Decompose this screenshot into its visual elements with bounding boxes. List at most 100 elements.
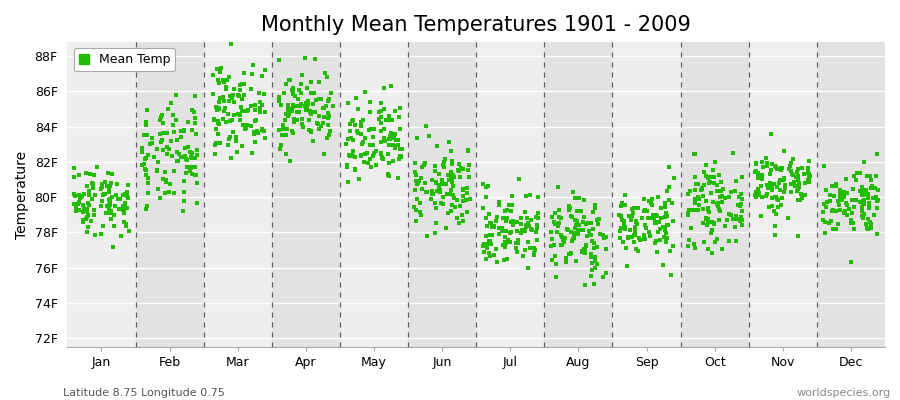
Point (103, 196, 117, 202)
Point (102, 202, 116, 208)
Point (238, 125, 253, 131)
Point (287, 93, 302, 99)
Point (585, 266, 599, 273)
Point (219, 118, 233, 125)
Point (285, 87, 300, 94)
Point (190, 180, 204, 186)
Point (716, 198, 730, 205)
Point (290, 109, 304, 115)
Point (492, 202, 507, 208)
Point (492, 225, 507, 232)
Point (94, 186, 109, 192)
Point (511, 176, 526, 182)
Point (755, 176, 770, 182)
Point (710, 201, 724, 207)
Point (256, 128, 271, 135)
Point (498, 239, 512, 245)
Point (301, 101, 315, 107)
Point (496, 215, 510, 222)
Point (216, 108, 230, 115)
Point (415, 186, 429, 192)
Point (286, 104, 301, 110)
Point (649, 238, 663, 245)
Point (86, 181, 100, 188)
Point (82, 202, 96, 208)
Point (832, 191, 847, 197)
Point (734, 196, 749, 202)
Point (698, 198, 713, 204)
Point (788, 183, 802, 189)
Point (141, 190, 156, 196)
Point (369, 148, 383, 155)
Point (273, 146, 287, 152)
Point (82, 192, 96, 199)
Point (500, 207, 514, 214)
Point (454, 165, 468, 172)
Point (580, 233, 594, 240)
Point (773, 177, 788, 184)
Point (222, 134, 237, 140)
Point (154, 114, 168, 120)
Point (72, 172, 86, 178)
Point (628, 232, 643, 238)
Point (825, 208, 840, 214)
Point (838, 190, 852, 196)
Point (324, 90, 338, 96)
Point (80, 206, 94, 213)
Point (212, 99, 227, 105)
Point (844, 217, 859, 223)
Point (184, 154, 199, 160)
Point (819, 204, 833, 210)
Point (226, 128, 240, 135)
Point (614, 225, 628, 231)
Point (437, 156, 452, 162)
Point (285, 130, 300, 136)
Point (388, 130, 402, 137)
Point (509, 240, 524, 246)
Point (324, 90, 338, 96)
Point (699, 216, 714, 222)
Point (374, 120, 388, 126)
Point (836, 210, 850, 216)
Point (586, 226, 600, 232)
Point (832, 207, 847, 213)
Point (346, 153, 361, 159)
Point (631, 248, 645, 254)
Point (160, 144, 175, 150)
Point (660, 234, 674, 241)
Point (346, 148, 361, 154)
Point (566, 189, 580, 196)
Point (72, 199, 86, 205)
Point (527, 252, 542, 258)
Point (429, 143, 444, 149)
Point (638, 222, 652, 228)
Point (752, 190, 766, 196)
Point (355, 130, 369, 137)
Point (391, 137, 405, 143)
Point (140, 122, 154, 128)
Point (88, 232, 103, 238)
Point (73, 194, 87, 201)
Point (293, 100, 308, 107)
Point (447, 174, 462, 180)
Point (562, 203, 576, 209)
Point (272, 94, 286, 101)
Point (375, 155, 390, 162)
Point (499, 240, 513, 246)
Point (691, 193, 706, 200)
Point (480, 223, 494, 230)
Point (249, 128, 264, 134)
Bar (613, 42, 680, 347)
Point (460, 184, 474, 191)
Point (230, 149, 244, 155)
Point (765, 203, 779, 209)
Point (857, 190, 871, 197)
Point (444, 187, 458, 194)
Point (658, 225, 672, 232)
Point (523, 192, 537, 198)
Point (303, 108, 318, 115)
Point (680, 243, 695, 249)
Point (155, 111, 169, 118)
Point (347, 122, 362, 128)
Point (694, 187, 708, 193)
